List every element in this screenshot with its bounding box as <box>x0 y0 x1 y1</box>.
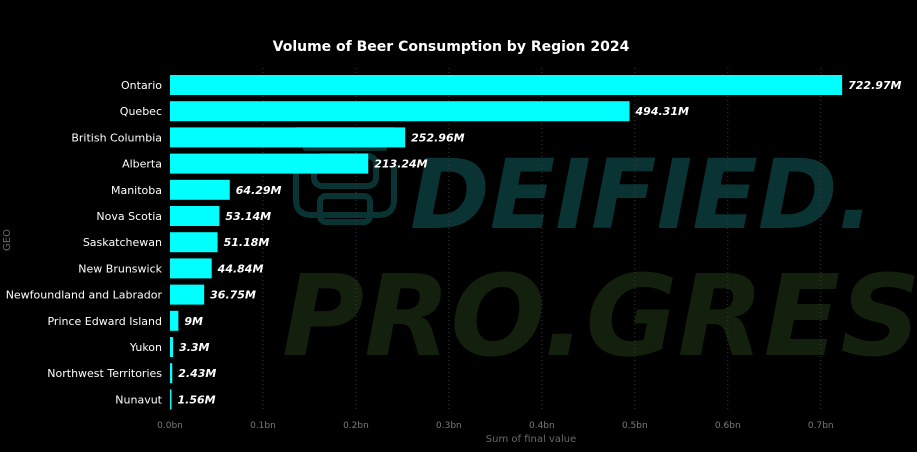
data-label: 51.18M <box>224 236 270 249</box>
category-label: Quebec <box>120 105 162 118</box>
bar[interactable] <box>170 363 173 384</box>
x-tick-labels: 0.0bn 0.1bn 0.2bn 0.3bn 0.4bn 0.5bn 0.6bn 0.7bn <box>157 421 833 431</box>
category-label: British Columbia <box>71 131 162 144</box>
data-label: 3.3M <box>179 341 209 354</box>
bar[interactable] <box>170 310 179 331</box>
data-label: 9M <box>184 315 203 328</box>
x-tick-label: 0.3bn <box>436 421 462 431</box>
category-label: Ontario <box>121 79 162 92</box>
category-label: Nunavut <box>115 393 162 406</box>
bar[interactable] <box>170 127 406 148</box>
category-label: Nova Scotia <box>96 210 162 223</box>
bar[interactable] <box>170 284 205 305</box>
bar[interactable] <box>170 232 218 253</box>
bar[interactable] <box>170 101 630 122</box>
data-label: 53.14M <box>225 210 271 223</box>
x-tick-label: 0.1bn <box>250 421 276 431</box>
data-label: 36.75M <box>210 289 256 302</box>
category-label: Prince Edward Island <box>47 315 162 328</box>
x-tick-label: 0.2bn <box>343 421 369 431</box>
bar[interactable] <box>170 153 369 174</box>
watermark-line2: PRO.GRESS <box>282 252 917 382</box>
data-label: 722.97M <box>848 79 901 92</box>
bars <box>170 75 843 410</box>
category-label: New Brunswick <box>78 262 162 275</box>
x-axis-title: Sum of final value <box>486 434 576 445</box>
bar[interactable] <box>170 179 230 200</box>
data-label: 64.29M <box>236 184 282 197</box>
category-label: Saskatchewan <box>83 236 162 249</box>
y-axis-title: GEO <box>2 229 13 251</box>
data-label: 1.56M <box>178 393 216 406</box>
x-tick-label: 0.4bn <box>529 421 555 431</box>
x-tick-label: 0.5bn <box>622 421 648 431</box>
data-label: 213.24M <box>374 158 427 171</box>
category-label: Yukon <box>129 341 162 354</box>
data-label: 2.43M <box>178 367 216 380</box>
category-label: Newfoundland and Labrador <box>6 289 163 302</box>
bar[interactable] <box>170 206 220 226</box>
bar[interactable] <box>170 258 212 279</box>
data-labels: 722.97M 494.31M 252.96M 213.24M 64.29M 53.14M… <box>178 79 902 406</box>
gridlines <box>262 68 822 412</box>
watermark-line1: DEIFIED. <box>410 139 874 251</box>
bar[interactable] <box>170 337 174 357</box>
watermark: DEIFIED. PRO.GRESS <box>282 127 917 382</box>
x-tick-label: 0.0bn <box>157 421 183 431</box>
bar[interactable] <box>170 75 843 95</box>
category-label: Northwest Territories <box>47 367 162 380</box>
bar[interactable] <box>170 389 172 410</box>
chart-title: Volume of Beer Consumption by Region 202… <box>273 39 630 55</box>
x-tick-label: 0.7bn <box>808 421 834 431</box>
data-label: 494.31M <box>635 105 689 118</box>
category-label: Manitoba <box>111 184 162 197</box>
data-label: 44.84M <box>217 262 264 275</box>
category-label: Alberta <box>122 158 162 171</box>
data-label: 252.96M <box>411 131 464 144</box>
category-labels: Ontario Quebec British Columbia Alberta Mani… <box>6 79 163 406</box>
x-tick-label: 0.6bn <box>715 421 741 431</box>
